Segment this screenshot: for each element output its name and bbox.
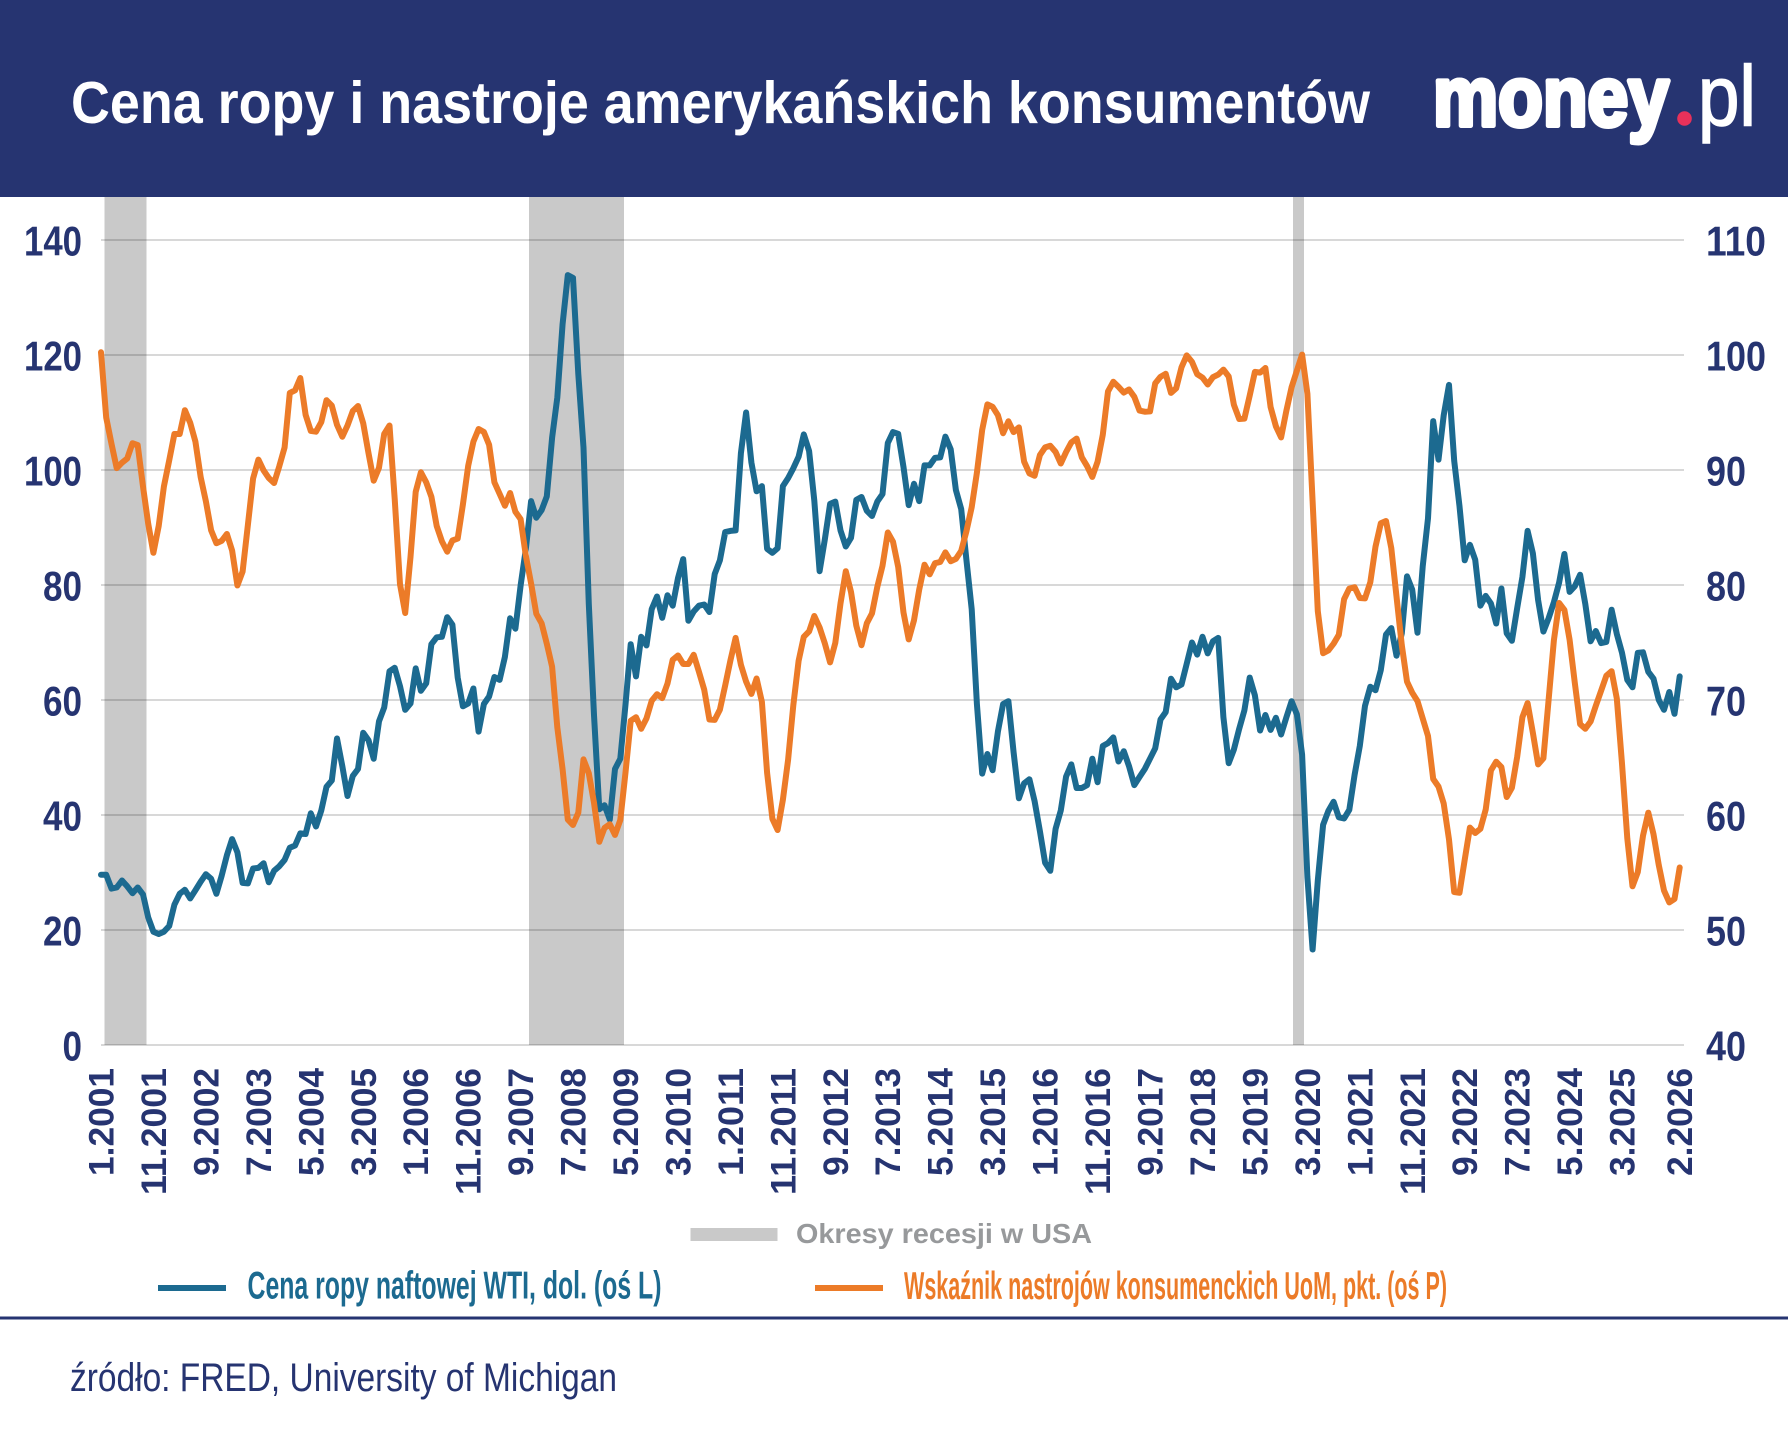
svg-text:11.2016: 11.2016 xyxy=(1079,1068,1118,1195)
svg-text:100: 100 xyxy=(24,447,82,494)
svg-text:5.2019: 5.2019 xyxy=(1236,1068,1275,1176)
svg-text:5.2009: 5.2009 xyxy=(607,1068,646,1176)
svg-text:20: 20 xyxy=(43,907,82,954)
svg-text:money: money xyxy=(1433,49,1669,143)
svg-text:7.2008: 7.2008 xyxy=(555,1068,594,1176)
svg-text:1.2001: 1.2001 xyxy=(83,1068,122,1176)
svg-text:Wskaźnik nastrojów konsumencki: Wskaźnik nastrojów konsumenckich UoM, pk… xyxy=(904,1265,1447,1308)
svg-text:11.2021: 11.2021 xyxy=(1394,1068,1433,1195)
svg-text:80: 80 xyxy=(1706,562,1746,609)
svg-text:40: 40 xyxy=(43,792,82,839)
svg-text:9.2012: 9.2012 xyxy=(817,1068,856,1176)
svg-text:11.2001: 11.2001 xyxy=(135,1068,174,1195)
svg-text:0: 0 xyxy=(63,1022,83,1069)
svg-text:50: 50 xyxy=(1706,907,1746,954)
svg-text:40: 40 xyxy=(1706,1022,1746,1069)
svg-text:1.2021: 1.2021 xyxy=(1341,1068,1380,1176)
svg-text:3.2005: 3.2005 xyxy=(345,1068,384,1176)
svg-text:9.2022: 9.2022 xyxy=(1446,1068,1485,1176)
svg-text:60: 60 xyxy=(1706,792,1746,839)
svg-text:Cena ropy naftowej WTI, dol. (: Cena ropy naftowej WTI, dol. (oś L) xyxy=(248,1265,662,1308)
svg-text:90: 90 xyxy=(1706,447,1746,494)
svg-text:Cena ropy i nastroje amerykańs: Cena ropy i nastroje amerykańskich konsu… xyxy=(71,69,1371,136)
svg-text:Okresy recesji w USA: Okresy recesji w USA xyxy=(796,1218,1092,1249)
svg-text:140: 140 xyxy=(24,217,82,264)
svg-text:7.2018: 7.2018 xyxy=(1184,1068,1223,1176)
svg-text:9.2002: 9.2002 xyxy=(187,1068,226,1176)
svg-text:11.2006: 11.2006 xyxy=(450,1068,489,1195)
svg-text:1.2011: 1.2011 xyxy=(712,1068,751,1176)
svg-text:źródło: FRED, University of Mi: źródło: FRED, University of Michigan xyxy=(70,1356,617,1400)
svg-text:9.2007: 9.2007 xyxy=(502,1068,541,1176)
svg-text:70: 70 xyxy=(1706,677,1746,724)
svg-text:80: 80 xyxy=(43,562,82,609)
svg-text:100: 100 xyxy=(1706,332,1766,379)
svg-text:3.2010: 3.2010 xyxy=(660,1068,699,1176)
svg-text:11.2011: 11.2011 xyxy=(764,1068,803,1195)
svg-text:7.2013: 7.2013 xyxy=(869,1068,908,1176)
svg-text:1.2016: 1.2016 xyxy=(1027,1068,1066,1176)
svg-text:1.2006: 1.2006 xyxy=(397,1068,436,1176)
svg-text:3.2020: 3.2020 xyxy=(1289,1068,1328,1176)
svg-text:5.2004: 5.2004 xyxy=(292,1067,331,1176)
svg-text:7.2003: 7.2003 xyxy=(240,1068,279,1176)
svg-text:7.2023: 7.2023 xyxy=(1499,1068,1538,1176)
svg-text:120: 120 xyxy=(24,332,82,379)
svg-text:60: 60 xyxy=(43,677,82,724)
svg-text:110: 110 xyxy=(1706,217,1766,264)
svg-text:2.2026: 2.2026 xyxy=(1661,1068,1700,1176)
svg-text:9.2017: 9.2017 xyxy=(1132,1068,1171,1176)
svg-text:5.2014: 5.2014 xyxy=(922,1067,961,1176)
svg-text:pl: pl xyxy=(1698,49,1756,144)
svg-text:5.2024: 5.2024 xyxy=(1551,1067,1590,1176)
svg-text:3.2025: 3.2025 xyxy=(1604,1068,1643,1176)
svg-text:3.2015: 3.2015 xyxy=(974,1068,1013,1176)
